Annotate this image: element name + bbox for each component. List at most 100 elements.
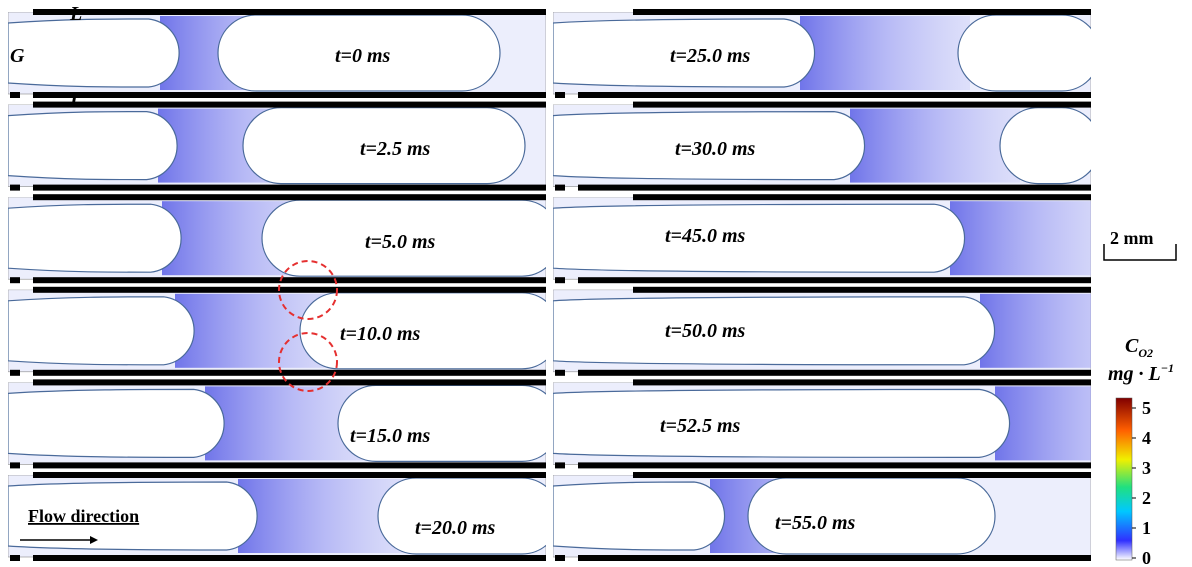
liquid-wake [995,386,1091,461]
colorbar [1115,397,1133,561]
wall-stub [555,555,565,561]
panel: t=25.0 ms [553,9,1091,98]
wall [33,286,546,293]
gas-finger [553,296,996,366]
panel: t=0 ms [8,9,546,98]
time-label: t=5.0 ms [365,231,436,253]
gas-finger [8,18,180,88]
panel: t=30.0 ms [553,101,1091,191]
wall-stub [555,369,565,376]
colorbar-title: CO2 [1125,335,1153,360]
colorbar-tick-label: 2 [1142,488,1151,508]
time-label: t=50.0 ms [665,320,746,342]
colorbar-tick-label: 1 [1142,518,1151,538]
time-label: t=45.0 ms [665,225,746,247]
panel: t=15.0 ms [8,379,546,469]
gas-bubble [337,384,546,462]
scale-bar [1103,244,1177,261]
panel-body [8,197,546,280]
liquid-wake [950,201,1091,276]
time-label: t=0 ms [335,45,391,67]
wall [633,379,1091,386]
wall [33,277,546,284]
wall [578,369,1091,376]
scale-label: 2 mm [1110,228,1154,248]
wall [33,369,546,376]
gas-bubble [299,292,546,370]
liquid-wake [800,16,970,90]
wall [578,92,1091,98]
wall-stub [10,555,20,561]
wall [578,184,1091,191]
wall [633,9,1091,15]
wall-stub [10,277,20,284]
gas-bubble [377,477,546,555]
panel: t=2.5 ms [8,101,546,191]
wall [33,9,546,15]
panel: t=20.0 ms [8,472,546,561]
wall [633,101,1091,108]
panel: t=55.0 ms [553,472,1091,561]
highlight-circle [278,260,338,320]
time-label: t=55.0 ms [775,512,856,534]
wall-stub [555,184,565,191]
colorbar-tick-label: 4 [1142,428,1151,448]
gas-finger [8,296,195,366]
panel-body [8,382,546,465]
time-label: t=2.5 ms [360,138,431,160]
flow-label: Flow direction [28,506,139,526]
panel-body [8,289,546,373]
wall-stub [10,184,20,191]
time-label: t=52.5 ms [660,415,741,437]
panel-body [8,475,546,558]
wall [33,379,546,386]
wall [33,92,546,98]
wall-stub [555,92,565,98]
colorbar-ticks: 0 1 2 3 4 5 [1132,398,1151,567]
wall-stub [555,277,565,284]
wall [578,462,1091,469]
gas-finger [8,110,178,181]
flow-arrow-head [90,536,98,544]
panel-body [553,197,1091,280]
wall [33,194,546,201]
panel: t=5.0 ms [8,194,546,284]
colorbar-unit: mg · L−1 [1108,361,1174,385]
wall [578,277,1091,284]
wall [33,472,546,478]
wall [33,462,546,469]
gas-finger [553,203,966,273]
panel: t=50.0 ms [553,286,1091,376]
gas-label: G [10,45,25,67]
wall [33,555,546,561]
liquid-wake [980,293,1091,368]
wall-stub [10,462,20,469]
liquid-label: L [69,89,82,111]
gas-bubble [999,107,1091,185]
panel-body [8,104,546,187]
panels: t=0 ms t=2.5 ms t=5.0 ms t=10.0 ms t=15.0 ms… [8,9,1091,561]
time-label: t=25.0 ms [670,45,751,67]
wall [633,286,1091,293]
gas-finger [553,388,1011,459]
time-label: t=10.0 ms [340,323,421,345]
time-label: t=15.0 ms [350,425,431,447]
panel-body [553,475,1091,558]
wall-stub [555,462,565,469]
colorbar-tick-label: 0 [1142,548,1151,567]
colorbar-tick-label: 5 [1142,398,1151,418]
gas-finger [553,481,726,551]
liquid-label: L [69,3,82,25]
wall [33,184,546,191]
panel-body [8,12,546,95]
gas-finger [553,110,866,181]
wall [633,472,1091,478]
wall-stub [10,369,20,376]
time-label: t=30.0 ms [675,138,756,160]
panel: t=52.5 ms [553,379,1091,469]
gas-finger [8,203,182,273]
wall [33,101,546,108]
panel-body [553,104,1091,187]
liquid-wake [850,108,1020,183]
